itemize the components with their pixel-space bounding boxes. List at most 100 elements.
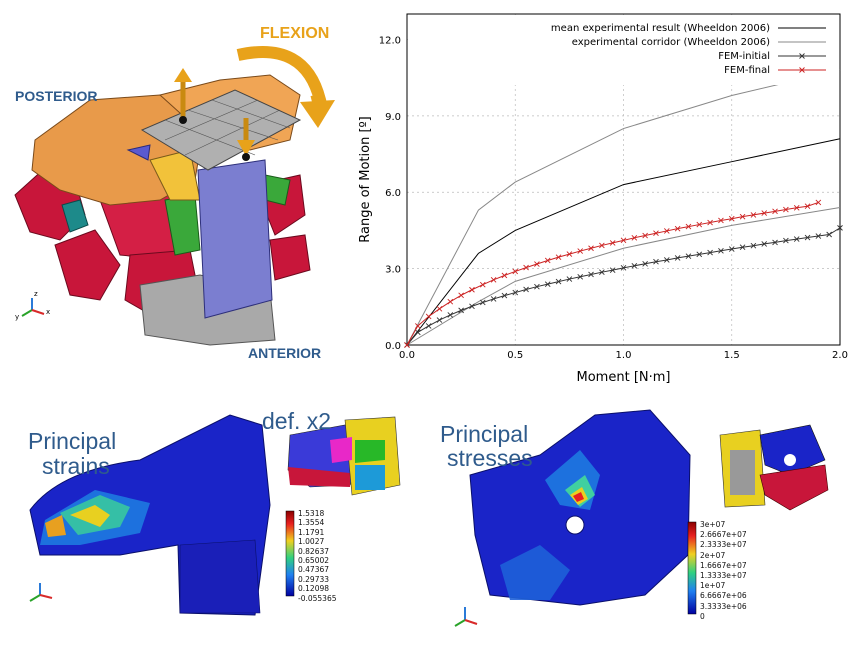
data-point [490,296,497,302]
colorbar-tick-label: 1.0027 [298,537,325,547]
legend-label: experimental corridor (Wheeldon 2006) [572,37,770,48]
x-tick-label: 1.0 [616,350,632,361]
stress-colorbar [687,521,697,615]
colorbar-tick-label: 0.82637 [298,546,330,556]
data-point [566,276,573,282]
strains-panel [0,395,430,648]
colorbar-tick-label: -0.055365 [298,593,337,603]
strains-title-line2: strains [42,453,110,479]
data-point [804,234,811,241]
fe-model-panel [0,0,350,370]
data-point [588,245,594,252]
legend-label: mean experimental result (Wheeldon 2006) [551,23,770,34]
data-point [415,323,421,329]
data-point [837,225,843,231]
data-point [577,248,584,254]
colorbar-tick-label: 1.6667e+07 [700,560,747,570]
stresses-model [454,409,829,627]
chart-series [404,69,843,348]
stresses-title-line1: Principal [440,421,529,447]
y-tick-label: 9.0 [385,112,401,123]
data-point [783,237,789,244]
y-tick-label: 3.0 [385,265,401,276]
data-point [707,219,713,226]
data-point [458,292,464,299]
data-point [761,241,768,247]
data-point [447,312,454,318]
colorbar-tick-label: 0.12098 [298,584,330,594]
series-line [406,138,841,346]
data-point [696,251,703,258]
data-point [653,230,659,237]
y-tick-label: 6.0 [385,188,401,199]
data-point [577,273,584,280]
strain-colorbar [285,510,295,597]
data-point [772,239,778,246]
colorbar-tick-label: 0.65002 [298,556,330,565]
data-point [458,307,464,314]
data-point [555,254,562,260]
data-point [728,246,735,252]
data-point [772,208,778,215]
plot-frame [406,13,841,346]
data-point [728,215,735,222]
legend-marker [799,67,805,73]
data-point [718,247,724,254]
triad-y-label: y [15,313,20,321]
data-point [588,271,594,278]
legend-label: FEM-initial [718,51,770,62]
data-point [620,265,627,271]
stresses-title-line2: stresses [447,445,533,471]
data-point [404,342,410,348]
data-point [815,199,822,206]
data-point [544,257,551,264]
data-point [436,317,443,323]
data-point [609,267,616,273]
series-line [406,69,841,346]
colorbar-tick-label: 0.47367 [298,565,330,575]
x-tick-label: 1.5 [724,350,740,361]
data-point [609,240,616,246]
data-point [534,261,540,267]
data-point [631,262,638,269]
chart-legend: mean experimental result (Wheeldon 2006)… [408,15,839,85]
data-point [599,242,605,249]
flexion-label: FLEXION [260,25,330,42]
colorbar-tick-label: 6.6667e+06 [700,591,747,601]
data-point [739,244,746,251]
data-point [674,225,681,232]
data-point [479,281,486,288]
data-point [793,236,800,242]
rom-chart: 0.0 0.5 1.0 1.5 2.0 0.0 3.0 6.0 9.0 12.0 Moment [… [358,13,848,385]
data-point [761,210,768,216]
colorbar-tick-label: 1.5318 [298,509,325,518]
data-point [534,283,540,290]
strains-model [29,414,401,616]
data-point [642,260,648,267]
anterior-label: ANTERIOR [248,345,322,361]
triad-x-label: x [46,308,51,316]
data-point [447,298,454,305]
series-line [406,207,841,346]
data-point [739,213,746,220]
data-point [685,253,692,259]
colorbar-tick-label: 0 [700,611,705,621]
posterior-label: POSTERIOR [15,88,98,104]
colorbar-tick-label: 1.1791 [298,527,325,537]
colorbar-tick-label: 2e+07 [700,550,726,560]
data-point [523,286,529,293]
chart-xlabel: Moment [N·m] [577,370,671,385]
data-point [826,231,832,238]
data-point [815,233,822,239]
data-point [425,323,432,329]
data-point [631,234,638,241]
data-point [750,212,757,218]
colorbar-tick-label: 2.3333e+07 [700,540,747,550]
colorbar-tick-label: 1e+07 [700,581,726,591]
legend-marker [799,53,805,59]
data-point [523,264,529,271]
x-tick-label: 0.5 [507,350,523,361]
data-point [415,329,421,336]
data-point [663,257,670,263]
data-point [512,289,519,296]
